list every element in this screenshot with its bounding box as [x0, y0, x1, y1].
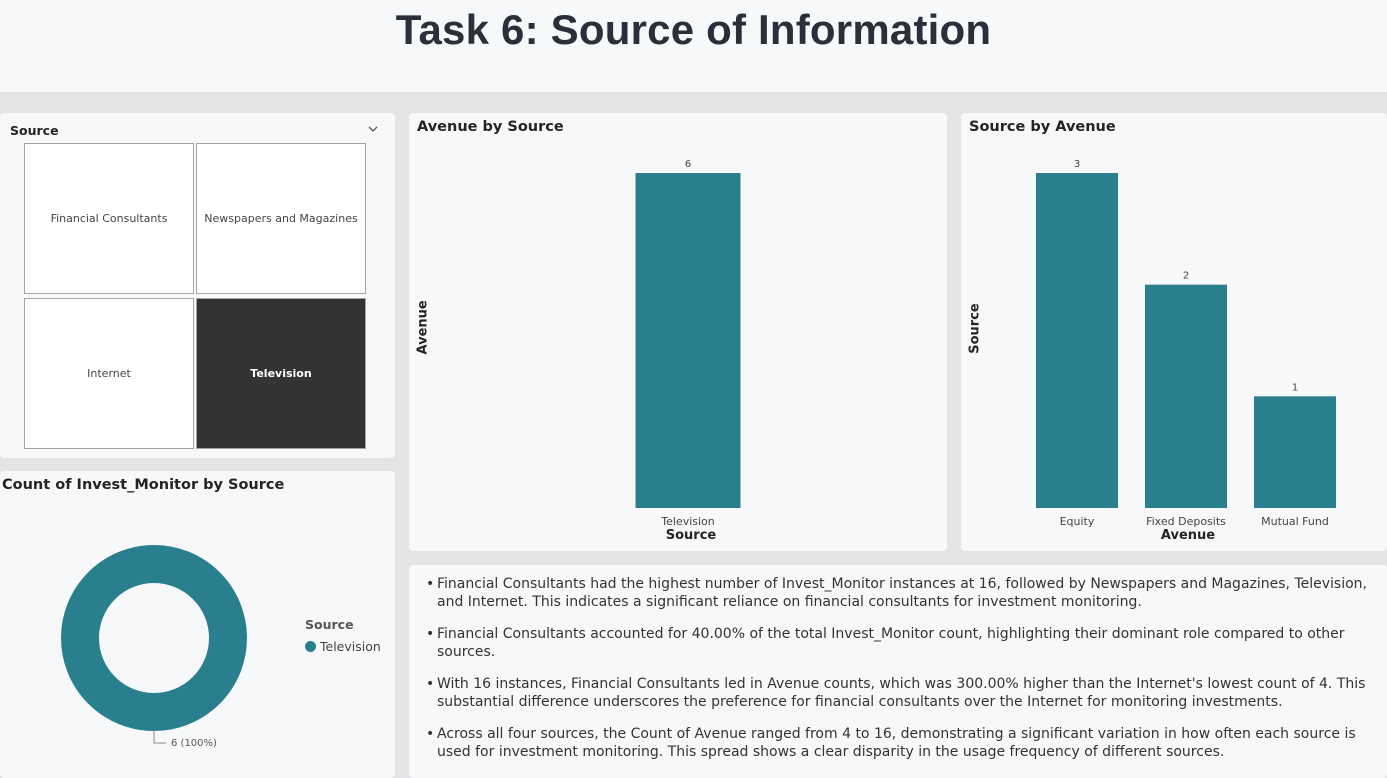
- insight-text: Across all four sources, the Count of Av…: [437, 726, 1356, 760]
- avenue-by-source-panel: Avenue by Source Avenue Source 6 Televisi…: [409, 113, 947, 551]
- slice-data-label: 6 (100%): [171, 738, 217, 749]
- insight-text: Financial Consultants accounted for 40.0…: [437, 626, 1345, 660]
- insight-item: • Across all four sources, the Count of A…: [426, 725, 1386, 761]
- donut-slice-television[interactable]: [61, 545, 247, 731]
- bullet-icon: •: [426, 626, 435, 642]
- legend-item-television[interactable]: Television: [305, 639, 381, 654]
- insights-list: • Financial Consultants had the highest n…: [426, 575, 1386, 775]
- source-by-avenue-chart: 3 Equity 2 Fixed Deposits 1 Mutual Fund: [1036, 159, 1336, 528]
- data-label-fixed-deposits: 2: [1183, 271, 1189, 282]
- page-header: Task 6: Source of Information: [0, 0, 1387, 92]
- bar-fixed-deposits[interactable]: [1145, 284, 1227, 508]
- slicer-item-label: Internet: [87, 367, 131, 380]
- insight-item: • Financial Consultants accounted for 40.…: [426, 625, 1386, 661]
- slicer-item-financial-consultants[interactable]: Financial Consultants: [24, 143, 194, 294]
- insights-panel: [409, 565, 1387, 778]
- bar-equity[interactable]: [1036, 173, 1118, 508]
- x-axis-title: Avenue: [1160, 528, 1216, 543]
- page-title: Task 6: Source of Information: [395, 6, 992, 53]
- chevron-down-icon[interactable]: [366, 122, 380, 136]
- slicer-item-newspapers-and-magazines[interactable]: Newspapers and Magazines: [196, 143, 366, 294]
- x-tick-label-fixed-deposits: Fixed Deposits: [1146, 515, 1226, 528]
- slicer-title: Source: [10, 123, 59, 138]
- source-by-avenue-panel: Source by Avenue Source Avenue 3 Equity 2 F…: [961, 113, 1387, 551]
- x-tick-label-television: Television: [660, 515, 715, 528]
- bullet-icon: •: [426, 576, 435, 592]
- slicer-item-label: Newspapers and Magazines: [204, 212, 358, 225]
- data-label-television: 6: [685, 159, 691, 170]
- slicer-item-internet[interactable]: Internet: [24, 298, 194, 449]
- source-slicer: Source Financial Consultants Newspapers …: [0, 113, 395, 458]
- legend-dot-icon: [305, 641, 316, 652]
- x-tick-label-equity: Equity: [1060, 515, 1095, 528]
- bullet-icon: •: [426, 726, 435, 742]
- slicer-item-television[interactable]: Television: [196, 298, 366, 449]
- x-tick-label-mutual-fund: Mutual Fund: [1261, 515, 1329, 528]
- donut-chart: 6 (100%): [61, 545, 247, 749]
- slicer-item-label: Financial Consultants: [50, 212, 168, 225]
- chart-title-source-by-avenue: Source by Avenue: [969, 119, 1116, 135]
- donut-chart-title: Count of Invest_Monitor by Source: [2, 477, 285, 493]
- bullet-icon: •: [426, 676, 435, 692]
- legend-label: Television: [320, 639, 381, 654]
- slice-leader-line: [153, 730, 166, 744]
- legend-title: Source: [305, 617, 354, 632]
- chart-title-avenue-by-source: Avenue by Source: [417, 119, 564, 135]
- insight-text: Financial Consultants had the highest nu…: [437, 576, 1367, 610]
- data-label-mutual-fund: 1: [1292, 382, 1298, 393]
- bar-mutual-fund[interactable]: [1254, 396, 1336, 508]
- insight-text: With 16 instances, Financial Consultants…: [437, 676, 1366, 710]
- avenue-by-source-chart: 6 Television: [635, 159, 741, 528]
- insight-item: • Financial Consultants had the highest n…: [426, 575, 1386, 611]
- insight-item: • With 16 instances, Financial Consultan…: [426, 675, 1386, 711]
- x-axis-title: Source: [665, 528, 717, 543]
- data-label-equity: 3: [1074, 159, 1080, 170]
- slicer-item-label: Television: [250, 367, 312, 380]
- bar-television[interactable]: [635, 173, 741, 508]
